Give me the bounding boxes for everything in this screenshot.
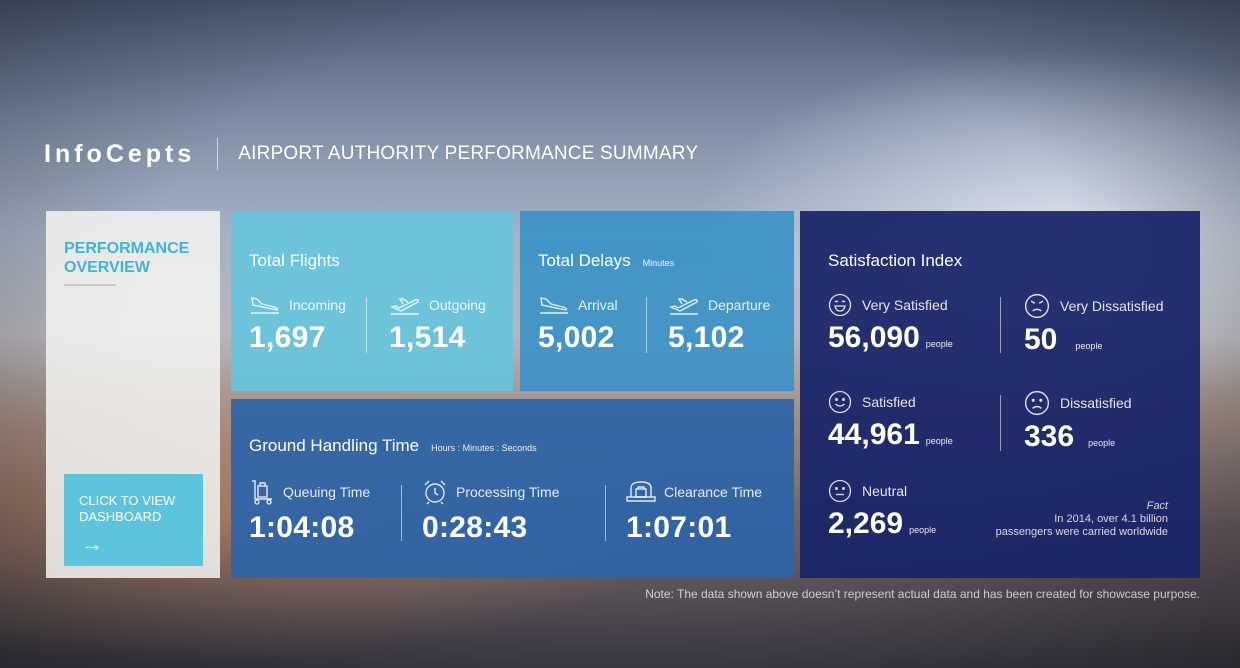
plane-landing-icon — [251, 297, 279, 314]
angry-face-icon — [1024, 293, 1050, 319]
satisfaction-title: Satisfaction Index — [828, 251, 963, 270]
overview-divider — [64, 284, 116, 286]
outgoing-metric: Outgoing 1,514 — [389, 295, 486, 355]
metric-divider — [401, 485, 402, 541]
arrow-right-icon: → — [81, 531, 103, 556]
departure-value: 5,102 — [668, 321, 745, 354]
ground-handling-tile: Ground Handling Time Hours : Minutes : Se… — [231, 399, 794, 578]
processing-value: 0:28:43 — [422, 511, 528, 544]
dissatisfied-label: Dissatisfied — [1060, 395, 1132, 411]
neutral-value: 2,269 — [828, 507, 904, 540]
disclaimer-note: Note: The data shown above doesn’t repre… — [645, 587, 1200, 601]
fact-title: Fact — [1146, 500, 1168, 512]
ground-handling-title: Ground Handling Time Hours : Minutes : Se… — [249, 436, 537, 456]
incoming-metric: Incoming 1,697 — [249, 295, 346, 355]
very-dissatisfied-metric: Very Dissatisfied 50 people — [1024, 293, 1163, 357]
satisfaction-index-tile: Satisfaction Index Very Satisfied 56,090… — [800, 211, 1200, 578]
smile-face-icon — [828, 390, 852, 414]
fact-line-1: In 2014, over 4.1 billion — [1054, 513, 1168, 525]
baggage-scanner-icon — [626, 481, 656, 502]
total-delays-title: Total Delays Minutes — [538, 251, 674, 271]
people-unit: people — [925, 339, 953, 349]
view-dashboard-button[interactable]: CLICK TO VIEW DASHBOARD → — [64, 474, 203, 566]
processing-metric: Processing Time 0:28:43 — [422, 479, 559, 545]
neutral-metric: Neutral 2,269 people — [828, 479, 936, 541]
neutral-face-icon — [828, 479, 852, 503]
overview-title: PERFORMANCE OVERVIEW — [64, 240, 190, 276]
people-unit: people — [925, 436, 953, 446]
very-satisfied-value: 56,090 — [828, 321, 920, 354]
total-delays-tile: Total Delays Minutes Arrival 5,002 Depart… — [520, 211, 794, 391]
metric-divider — [1000, 297, 1001, 353]
queuing-label: Queuing Time — [283, 484, 371, 500]
clearance-label: Clearance Time — [664, 484, 763, 500]
neutral-label: Neutral — [862, 483, 908, 499]
arrival-label: Arrival — [578, 297, 618, 313]
fact-line-2: passengers were carried worldwide — [995, 526, 1168, 538]
arrival-metric: Arrival 5,002 — [538, 295, 618, 355]
ground-handling-title-text: Ground Handling Time — [249, 436, 420, 455]
metric-divider — [605, 485, 606, 541]
page-title: AIRPORT AUTHORITY PERFORMANCE SUMMARY — [238, 143, 699, 164]
grin-face-icon — [828, 293, 852, 317]
satisfied-value: 44,961 — [828, 418, 920, 451]
satisfied-metric: Satisfied 44,961 people — [828, 390, 953, 452]
very-dissatisfied-value: 50 — [1024, 323, 1058, 356]
incoming-label: Incoming — [289, 297, 346, 313]
total-flights-title: Total Flights — [249, 251, 340, 270]
plane-landing-icon — [540, 297, 568, 314]
total-flights-tile: Total Flights Incoming 1,697 Outgoing 1,… — [231, 211, 513, 391]
performance-overview-panel: PERFORMANCE OVERVIEW CLICK TO VIEW DASHB… — [46, 211, 220, 578]
fact-note: Fact In 2014, over 4.1 billion passenger… — [996, 500, 1168, 539]
ground-handling-unit: Hours : Minutes : Seconds — [431, 443, 537, 453]
very-satisfied-label: Very Satisfied — [862, 297, 948, 313]
metric-divider — [366, 297, 367, 353]
header: InfoCepts AIRPORT AUTHORITY PERFORMANCE … — [44, 138, 698, 170]
outgoing-label: Outgoing — [429, 297, 486, 313]
metric-divider — [646, 297, 647, 353]
total-delays-title-text: Total Delays — [538, 251, 631, 270]
header-divider — [217, 138, 219, 170]
queuing-metric: Queuing Time 1:04:08 — [249, 479, 370, 545]
luggage-trolley-icon — [252, 480, 272, 505]
brand-logo: InfoCepts — [44, 140, 196, 168]
plane-takeoff-icon — [389, 298, 419, 315]
dissatisfied-metric: Dissatisfied 336 people — [1024, 390, 1132, 454]
queuing-value: 1:04:08 — [249, 511, 355, 544]
departure-metric: Departure 5,102 — [668, 295, 770, 355]
satisfied-label: Satisfied — [862, 394, 916, 410]
very-satisfied-metric: Very Satisfied 56,090 people — [828, 293, 953, 355]
clearance-value: 1:07:01 — [626, 511, 732, 544]
plane-takeoff-icon — [668, 298, 698, 315]
people-unit: people — [1075, 341, 1103, 351]
departure-label: Departure — [708, 297, 771, 313]
total-delays-unit: Minutes — [642, 258, 675, 268]
dissatisfied-value: 336 — [1024, 420, 1075, 453]
clearance-metric: Clearance Time 1:07:01 — [626, 479, 762, 545]
incoming-value: 1,697 — [249, 321, 326, 354]
arrival-value: 5,002 — [538, 321, 615, 354]
alarm-clock-icon — [424, 480, 446, 505]
processing-label: Processing Time — [456, 484, 560, 500]
people-unit: people — [909, 525, 937, 535]
view-dashboard-label: CLICK TO VIEW DASHBOARD — [79, 493, 176, 524]
people-unit: people — [1088, 438, 1116, 448]
sad-face-icon — [1024, 390, 1050, 416]
very-dissatisfied-label: Very Dissatisfied — [1060, 298, 1164, 314]
metric-divider — [1000, 395, 1001, 451]
outgoing-value: 1,514 — [389, 321, 466, 354]
